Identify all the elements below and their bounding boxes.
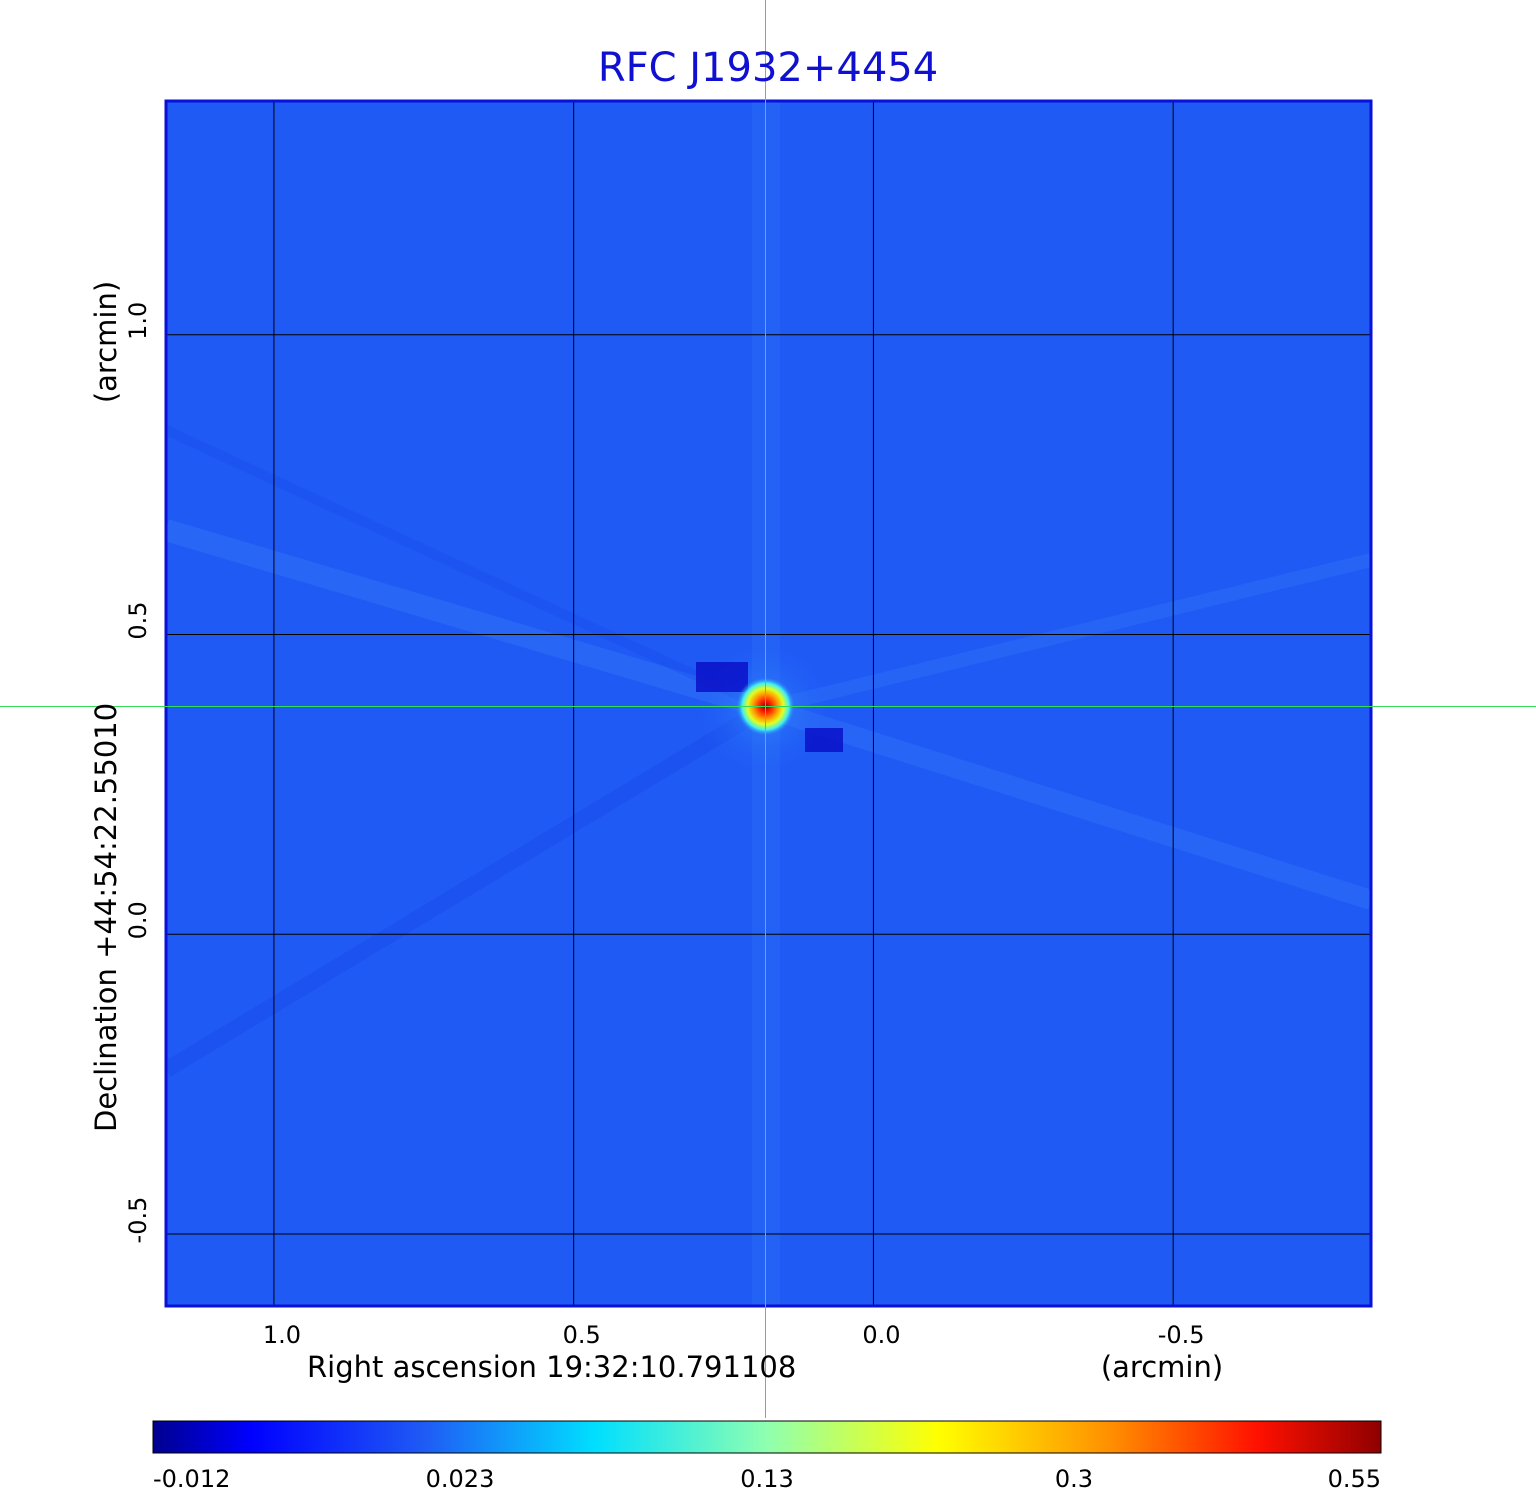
x-tick-label: -0.5	[1158, 1321, 1205, 1349]
plot-frame	[164, 99, 1373, 1308]
x-tick-labels: 1.0 0.5 0.0 -0.5	[263, 1321, 1205, 1349]
colorbar-tick-label: 0.13	[740, 1465, 793, 1493]
colorbar-tick-labels: -0.012 0.023 0.13 0.3 0.55	[153, 1465, 1381, 1493]
y-axis-label: Declination +44:54:22.55010	[89, 703, 123, 1132]
y-tick-label: 1.0	[124, 302, 152, 340]
y-axis-unit: (arcmin)	[89, 281, 123, 403]
colorbar-tick-label: -0.012	[153, 1465, 230, 1493]
x-axis-unit: (arcmin)	[1101, 1350, 1223, 1384]
chart-title: RFC J1932+4454	[598, 45, 938, 91]
y-tick-label: -0.5	[124, 1197, 152, 1244]
x-tick-label: 1.0	[263, 1321, 301, 1349]
colorbar-tick-label: 0.55	[1328, 1465, 1381, 1493]
colorbar	[152, 1420, 1382, 1454]
crosshair	[0, 0, 1536, 1418]
y-tick-label: 0.5	[124, 601, 152, 639]
colorbar-tick-label: 0.023	[426, 1465, 495, 1493]
x-axis-label: Right ascension 19:32:10.791108	[307, 1350, 796, 1384]
y-tick-label: 0.0	[124, 901, 152, 939]
colorbar-tick-label: 0.3	[1055, 1465, 1093, 1493]
x-tick-label: 0.5	[563, 1321, 601, 1349]
x-tick-label: 0.0	[862, 1321, 900, 1349]
grid-lines	[166, 101, 1371, 1306]
y-tick-labels: 1.0 0.5 0.0 -0.5	[124, 302, 152, 1244]
source-blob	[694, 639, 843, 779]
